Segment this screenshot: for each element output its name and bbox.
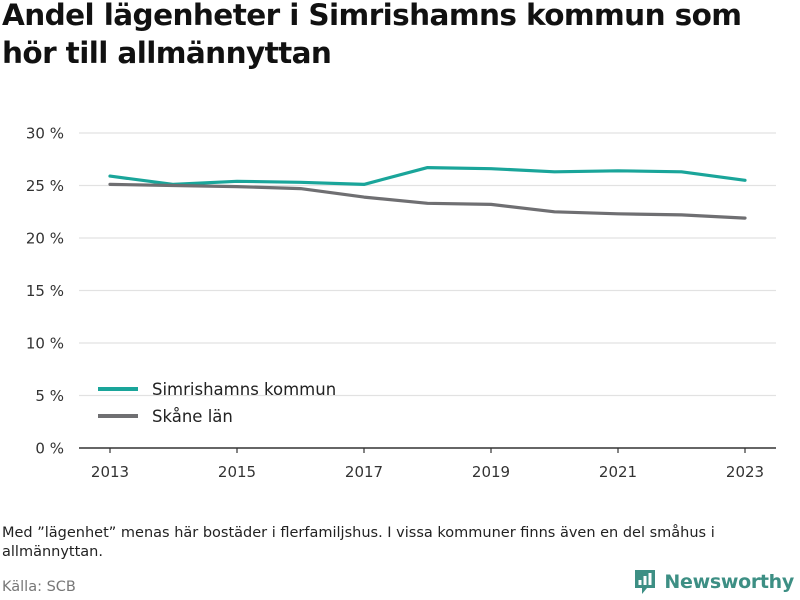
- y-tick-label: 0 %: [35, 440, 64, 458]
- x-axis: [79, 447, 776, 453]
- brand-logo[interactable]: Newsworthy: [634, 569, 794, 595]
- legend-label: Skåne län: [152, 407, 233, 426]
- legend-label: Simrishamns kommun: [152, 380, 336, 399]
- series-line: [108, 182, 747, 220]
- y-tick-label: 10 %: [26, 335, 64, 353]
- x-tick-label: 2013: [91, 463, 129, 481]
- x-tick-label: 2021: [599, 463, 637, 481]
- x-tick-label: 2017: [345, 463, 383, 481]
- chart-title: Andel lägenheter i Simrishamns kommun so…: [2, 0, 742, 70]
- y-axis-tick-labels: 0 % 5 % 10 % 15 % 20 % 25 % 30 %: [26, 125, 64, 458]
- y-tick-label: 15 %: [26, 282, 64, 300]
- y-tick-label: 5 %: [35, 387, 64, 405]
- newsworthy-logo-icon: [635, 570, 656, 594]
- series-lines: [108, 166, 747, 220]
- source-label: Källa: SCB: [2, 579, 76, 595]
- x-tick-label: 2015: [218, 463, 256, 481]
- y-tick-label: 20 %: [26, 230, 64, 248]
- x-tick-label: 2023: [726, 463, 764, 481]
- x-tick-label: 2019: [472, 463, 510, 481]
- brand-name: Newsworthy: [664, 571, 794, 593]
- x-axis-tick-labels: 2013 2015 2017 2019 2021 2023: [91, 463, 764, 481]
- line-chart: 0 %5 %10 %15 %20 %25 %30 % 2013 2015 2017 2…: [26, 125, 776, 481]
- y-tick-label: 25 %: [26, 177, 64, 195]
- legend: Simrishamns kommun Skåne län: [98, 380, 336, 426]
- series-line: [108, 166, 747, 186]
- y-tick-label: 30 %: [26, 125, 64, 143]
- chart-note: Med ”lägenhet” menas här bostäder i fler…: [2, 525, 715, 560]
